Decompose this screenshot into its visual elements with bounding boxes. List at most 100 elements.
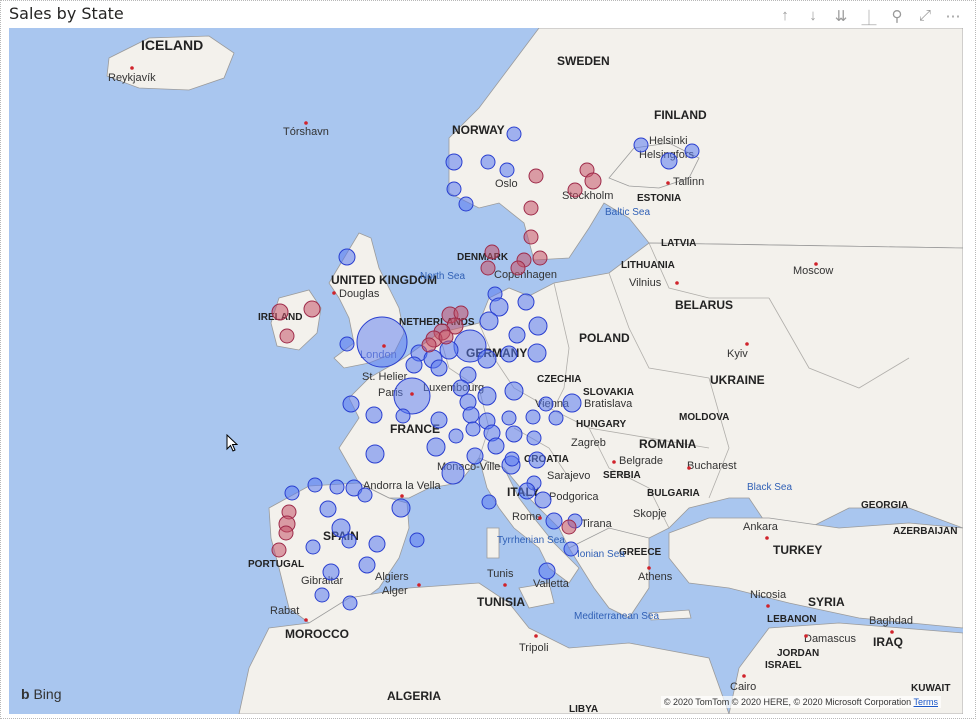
data-bubble[interactable] <box>331 518 351 538</box>
data-bubble[interactable] <box>438 329 454 345</box>
data-bubble[interactable] <box>426 437 446 457</box>
data-bubble[interactable] <box>356 316 408 368</box>
data-bubble[interactable] <box>477 386 497 406</box>
data-bubble[interactable] <box>342 595 358 611</box>
data-bubble[interactable] <box>338 248 356 266</box>
data-bubble[interactable] <box>499 162 515 178</box>
terms-link[interactable]: Terms <box>913 697 939 707</box>
data-bubble[interactable] <box>448 428 464 444</box>
map-svg[interactable]: ICELAND SWEDEN FINLAND NORWAY ESTONIA LA… <box>9 28 963 714</box>
data-bubble[interactable] <box>489 297 509 317</box>
data-bubble[interactable] <box>368 535 386 553</box>
bubble-layer[interactable] <box>284 126 700 611</box>
data-bubble[interactable] <box>508 326 526 344</box>
data-bubble[interactable] <box>446 181 462 197</box>
data-bubble[interactable] <box>538 562 556 580</box>
data-bubble[interactable] <box>584 172 602 190</box>
data-bubble[interactable] <box>501 410 517 426</box>
more-options-icon[interactable]: ⋯ <box>945 8 961 25</box>
data-bubble[interactable] <box>477 349 497 369</box>
data-bubble[interactable] <box>279 328 295 344</box>
data-bubble[interactable] <box>525 409 541 425</box>
data-bubble[interactable] <box>307 477 323 493</box>
data-bubble[interactable] <box>430 411 448 429</box>
data-bubble[interactable] <box>459 366 477 384</box>
data-bubble[interactable] <box>305 539 321 555</box>
data-bubble[interactable] <box>484 244 500 260</box>
data-bubble[interactable] <box>480 154 496 170</box>
data-bubble[interactable] <box>567 182 583 198</box>
data-bubble[interactable] <box>430 359 448 377</box>
data-bubble[interactable] <box>462 406 480 424</box>
data-bubble[interactable] <box>523 200 539 216</box>
data-bubble[interactable] <box>532 250 548 266</box>
data-bubble[interactable] <box>504 451 520 467</box>
data-bubble[interactable] <box>528 316 548 336</box>
data-bubble[interactable] <box>563 541 579 557</box>
data-bubble[interactable] <box>329 479 345 495</box>
data-bubble[interactable] <box>452 379 470 397</box>
data-bubble[interactable] <box>562 393 582 413</box>
data-bubble[interactable] <box>458 196 474 212</box>
data-bubble[interactable] <box>357 487 373 503</box>
data-bubble[interactable] <box>561 519 577 535</box>
data-bubble[interactable] <box>518 482 536 500</box>
data-bubble[interactable] <box>271 303 289 321</box>
data-bubble[interactable] <box>271 542 287 558</box>
expand-all-icon[interactable]: ⇊ <box>834 8 848 25</box>
data-bubble[interactable] <box>534 491 552 509</box>
data-bubble[interactable] <box>284 485 300 501</box>
data-bubble[interactable] <box>314 587 330 603</box>
data-bubble[interactable] <box>684 143 700 159</box>
focus-mode-icon[interactable]: ⤢ <box>918 7 931 24</box>
data-bubble[interactable] <box>481 494 497 510</box>
data-bubble[interactable] <box>480 260 496 276</box>
data-bubble[interactable] <box>527 343 547 363</box>
data-bubble[interactable] <box>528 168 544 184</box>
drill-down-icon[interactable]: ↓ <box>809 7 817 24</box>
data-bubble[interactable] <box>278 525 294 541</box>
data-bubble[interactable] <box>342 395 360 413</box>
data-bubble[interactable] <box>528 451 546 469</box>
data-bubble[interactable] <box>421 337 437 353</box>
data-bubble[interactable] <box>633 137 649 153</box>
expand-hierarchy-icon[interactable]: ⏊ <box>861 10 877 27</box>
filter-icon[interactable]: ⚲ <box>891 8 903 25</box>
drill-up-icon[interactable]: ↑ <box>781 7 789 24</box>
data-bubble[interactable] <box>510 260 526 276</box>
data-bubble[interactable] <box>393 377 431 415</box>
map-canvas[interactable]: ICELAND SWEDEN FINLAND NORWAY ESTONIA LA… <box>9 28 963 714</box>
data-bubble[interactable] <box>365 444 385 464</box>
data-bubble[interactable] <box>358 556 376 574</box>
data-bubble[interactable] <box>487 437 505 455</box>
data-bubble[interactable] <box>405 356 423 374</box>
data-bubble[interactable] <box>341 533 357 549</box>
data-bubble[interactable] <box>517 293 535 311</box>
data-bubble[interactable] <box>395 408 411 424</box>
data-bubble[interactable] <box>526 430 542 446</box>
data-bubble[interactable] <box>466 447 484 465</box>
data-bubble[interactable] <box>479 311 499 331</box>
data-bubble[interactable] <box>660 152 678 170</box>
data-bubble[interactable] <box>303 300 321 318</box>
data-bubble[interactable] <box>339 336 355 352</box>
data-bubble[interactable] <box>391 498 411 518</box>
data-bubble[interactable] <box>500 345 518 363</box>
data-bubble[interactable] <box>465 421 481 437</box>
data-bubble[interactable] <box>505 425 523 443</box>
data-bubble[interactable] <box>545 512 563 530</box>
data-bubble[interactable] <box>538 396 554 412</box>
data-bubble[interactable] <box>506 126 522 142</box>
data-bubble[interactable] <box>504 381 524 401</box>
data-bubble[interactable] <box>441 461 465 485</box>
data-bubble[interactable] <box>319 500 337 518</box>
data-bubble[interactable] <box>322 563 340 581</box>
data-bubble[interactable] <box>523 229 539 245</box>
data-bubble[interactable] <box>409 532 425 548</box>
data-bubble[interactable] <box>445 153 463 171</box>
data-bubble[interactable] <box>345 479 363 497</box>
bubble-layer-red[interactable] <box>271 162 602 558</box>
data-bubble[interactable] <box>548 410 564 426</box>
data-bubble[interactable] <box>365 406 383 424</box>
